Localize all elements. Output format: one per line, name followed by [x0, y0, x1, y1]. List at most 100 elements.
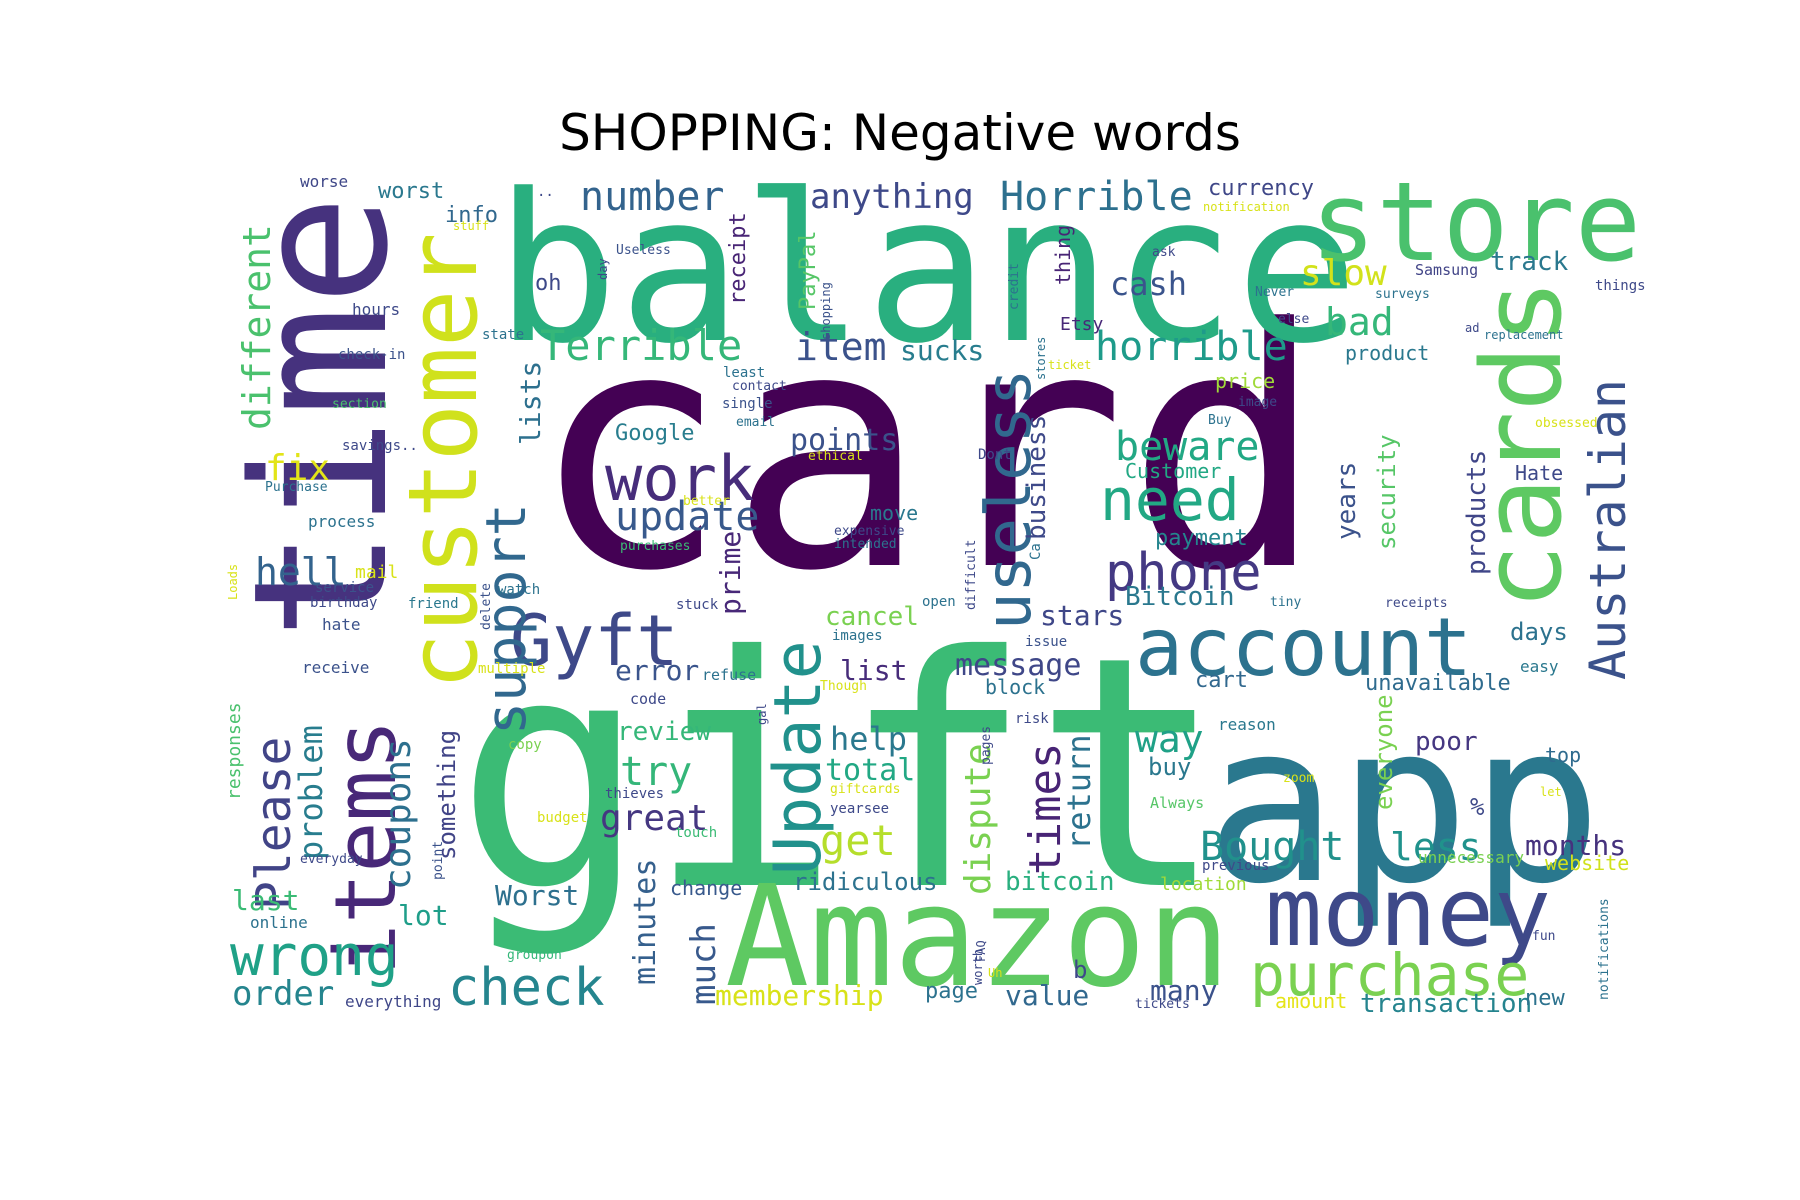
cloud-word: previous [1202, 858, 1269, 874]
cloud-word: location [1160, 874, 1247, 895]
cloud-word: risk [1015, 711, 1049, 727]
cloud-word: % [1470, 793, 1485, 821]
cloud-word: Useless [616, 243, 671, 258]
cloud-word: business [1022, 415, 1052, 540]
cloud-word: open [922, 594, 956, 610]
cloud-word: process [308, 512, 375, 531]
cloud-word: store [1310, 158, 1641, 286]
cloud-word: service [315, 580, 374, 596]
cloud-word: beware [1115, 424, 1260, 470]
cloud-word: cards [1458, 279, 1586, 610]
cloud-word: single [722, 396, 773, 412]
cloud-word: Please [246, 737, 302, 910]
cloud-word: Samsung [1415, 261, 1478, 279]
cloud-word: Loads [226, 564, 240, 600]
cloud-word: money [1265, 858, 1551, 968]
cloud-word: budget [537, 810, 588, 826]
cloud-word: email [736, 415, 775, 430]
cloud-word: cancel [825, 602, 919, 632]
cloud-word: images [832, 628, 883, 644]
cloud-word: transaction [1360, 989, 1532, 1019]
cloud-word: Buy [1208, 413, 1232, 428]
cloud-word: zoom [1283, 771, 1314, 786]
cloud-word: help [830, 720, 907, 758]
cloud-word: hate [322, 615, 361, 634]
cloud-word: many [1150, 974, 1217, 1007]
cloud-word: point [431, 841, 446, 880]
cloud-word: products [1462, 450, 1492, 575]
cloud-word: multiple [478, 661, 545, 677]
cloud-word: message [955, 648, 1081, 683]
cloud-word: Horrible [1000, 174, 1193, 220]
cloud-word: error [615, 654, 699, 687]
cloud-word: expensive [834, 524, 905, 539]
cloud-word: months [1525, 829, 1626, 862]
cloud-word: less [1390, 825, 1482, 869]
cloud-word: Dont [978, 447, 1012, 463]
cloud-word: Australian [1579, 379, 1637, 680]
cloud-word: value [1005, 979, 1089, 1012]
cloud-word: tickets [1135, 997, 1190, 1012]
cloud-word: slow [1300, 253, 1387, 294]
cloud-word: times [1020, 743, 1071, 875]
cloud-word: unnecessary [1418, 848, 1524, 867]
cloud-word: refuse [702, 666, 756, 684]
cloud-word: fun [1532, 929, 1555, 944]
cloud-word: price [1215, 369, 1275, 393]
cloud-word: Bitcoin [1125, 582, 1235, 612]
cloud-word: page [925, 979, 978, 1004]
cloud-word: much [684, 923, 724, 1005]
cloud-word: minutes [628, 859, 663, 985]
cloud-word: Google [615, 421, 694, 446]
cloud-word: least [723, 365, 765, 381]
cloud-word: Bought [1200, 824, 1345, 870]
cloud-word: let [1540, 785, 1562, 799]
cloud-word: touch [675, 825, 717, 841]
cloud-word: items [317, 719, 416, 975]
cloud-word: try [620, 749, 692, 795]
cloud-word: check-in [338, 347, 405, 363]
cloud-word: replacement [1484, 328, 1563, 342]
cloud-word: Worst [495, 879, 579, 912]
cloud-word: issue [1025, 634, 1067, 650]
cloud-word: things [1595, 278, 1646, 294]
cloud-word: responses [224, 702, 245, 800]
cloud-word: pages [979, 726, 994, 765]
cloud-word: Amazon [725, 856, 1231, 1019]
cloud-word: ticket [1048, 358, 1091, 372]
cloud-word: coupons [378, 738, 419, 890]
cloud-word: way [1135, 717, 1204, 761]
cloud-word: Ca [1028, 543, 1044, 560]
cloud-word: wrong [230, 924, 399, 989]
cloud-word: credit [1007, 263, 1022, 310]
cloud-word: day [596, 258, 610, 280]
cloud-word: Customer [1125, 459, 1221, 483]
cloud-word: shopping [819, 282, 833, 340]
cloud-word: top [1545, 743, 1581, 767]
cloud-word: ask [1152, 245, 1176, 260]
cloud-word: mail [355, 562, 398, 583]
cloud-word: different [235, 224, 279, 430]
cloud-word: ad [1465, 321, 1479, 335]
cloud-word: useless [972, 369, 1045, 630]
cloud-word: better [683, 494, 730, 509]
cloud-word: hell [255, 550, 347, 594]
cloud-word: state [482, 327, 524, 343]
cloud-word: image [1238, 395, 1277, 410]
cloud-word: lists [514, 361, 547, 445]
cloud-word: notifications [1597, 898, 1612, 1000]
cloud-word: amount [1275, 989, 1347, 1013]
cloud-word: worst [378, 179, 444, 204]
cloud-word: bad [1325, 300, 1394, 344]
cloud-word: Etsy [1060, 314, 1104, 335]
cloud-word: notification [1203, 200, 1290, 214]
cloud-word: reason [1218, 715, 1276, 734]
cloud-word: cash [1110, 265, 1187, 303]
cloud-word: card [530, 259, 1325, 643]
cloud-word: block [985, 675, 1045, 699]
cloud-word: customer [389, 232, 499, 690]
cloud-word: stuff [453, 219, 489, 233]
cloud-word: points [790, 423, 898, 458]
cloud-word: new [1525, 986, 1565, 1011]
cloud-word: prime [714, 531, 747, 615]
